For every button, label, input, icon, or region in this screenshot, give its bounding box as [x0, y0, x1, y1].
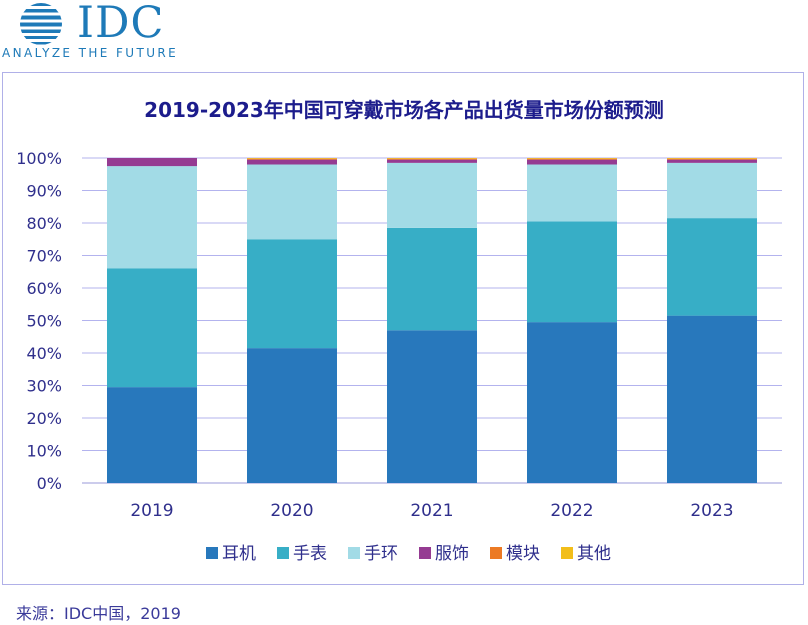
idc-globe-logo-icon: [20, 3, 62, 45]
chart-frame: [2, 72, 804, 585]
source-note: 来源：IDC中国，2019: [16, 604, 181, 623]
logo-tagline: ANALYZE THE FUTURE: [2, 46, 179, 60]
chart-title: 2019-2023年中国可穿戴市场各产品出货量市场份额预测: [144, 98, 664, 122]
logo-wordmark: IDC: [77, 0, 165, 48]
